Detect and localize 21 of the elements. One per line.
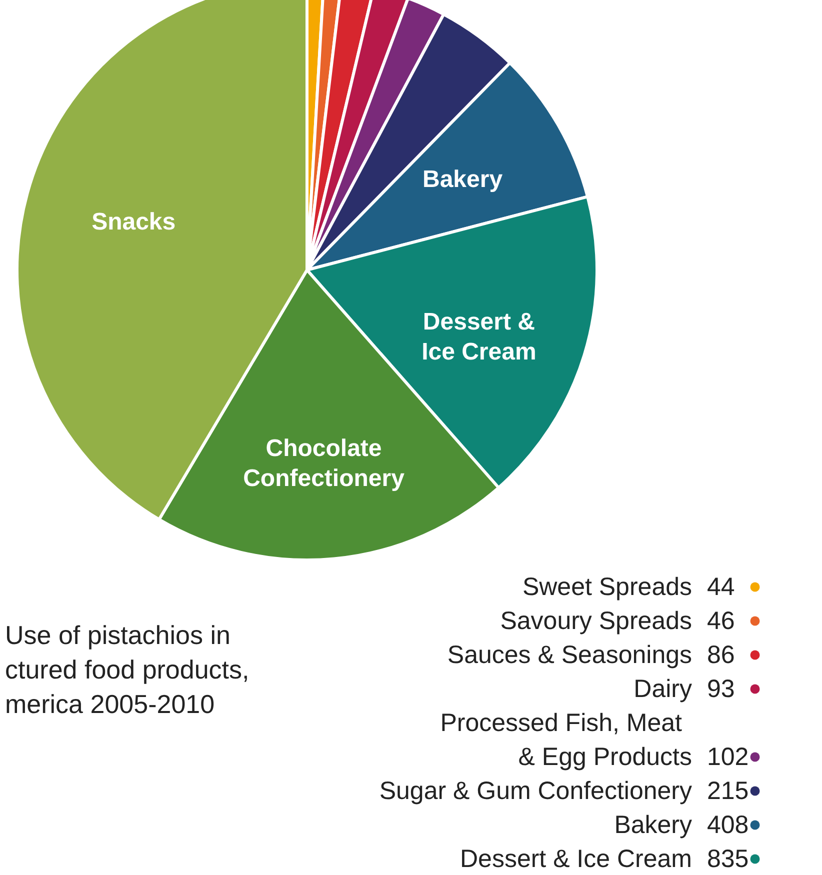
slice-label: Chocolate Confectionery bbox=[243, 435, 406, 492]
data-label: 46 bbox=[707, 607, 735, 635]
legend-label: Sweet Spreads bbox=[522, 573, 692, 601]
slice-label: Snacks bbox=[92, 208, 176, 236]
data-label: 86 bbox=[707, 641, 735, 669]
slice-label: Bakery bbox=[422, 166, 504, 193]
data-label: 408 bbox=[707, 811, 749, 839]
legend-label: Processed Fish, Meat & Egg Products bbox=[440, 709, 692, 771]
legend-label: Bakery bbox=[614, 811, 692, 839]
legend-label: Savoury Spreads bbox=[500, 607, 692, 635]
legend-label: Sugar & Gum Confectionery bbox=[379, 777, 692, 805]
slice-label: Dessert & Ice Cream bbox=[422, 308, 536, 366]
data-label: 215 bbox=[707, 777, 749, 805]
data-label: 93 bbox=[707, 675, 735, 703]
legend-label: Dairy bbox=[634, 675, 692, 703]
legend-label: Sauces & Seasonings bbox=[447, 641, 692, 669]
data-label: 102 bbox=[707, 743, 749, 771]
text: Use of pistachios in ctured food products, merica 2005-2010 bbox=[5, 620, 250, 719]
data-label: 835 bbox=[707, 845, 749, 873]
data-label: 44 bbox=[707, 573, 735, 601]
legend-label: Dessert & Ice Cream bbox=[460, 845, 692, 873]
